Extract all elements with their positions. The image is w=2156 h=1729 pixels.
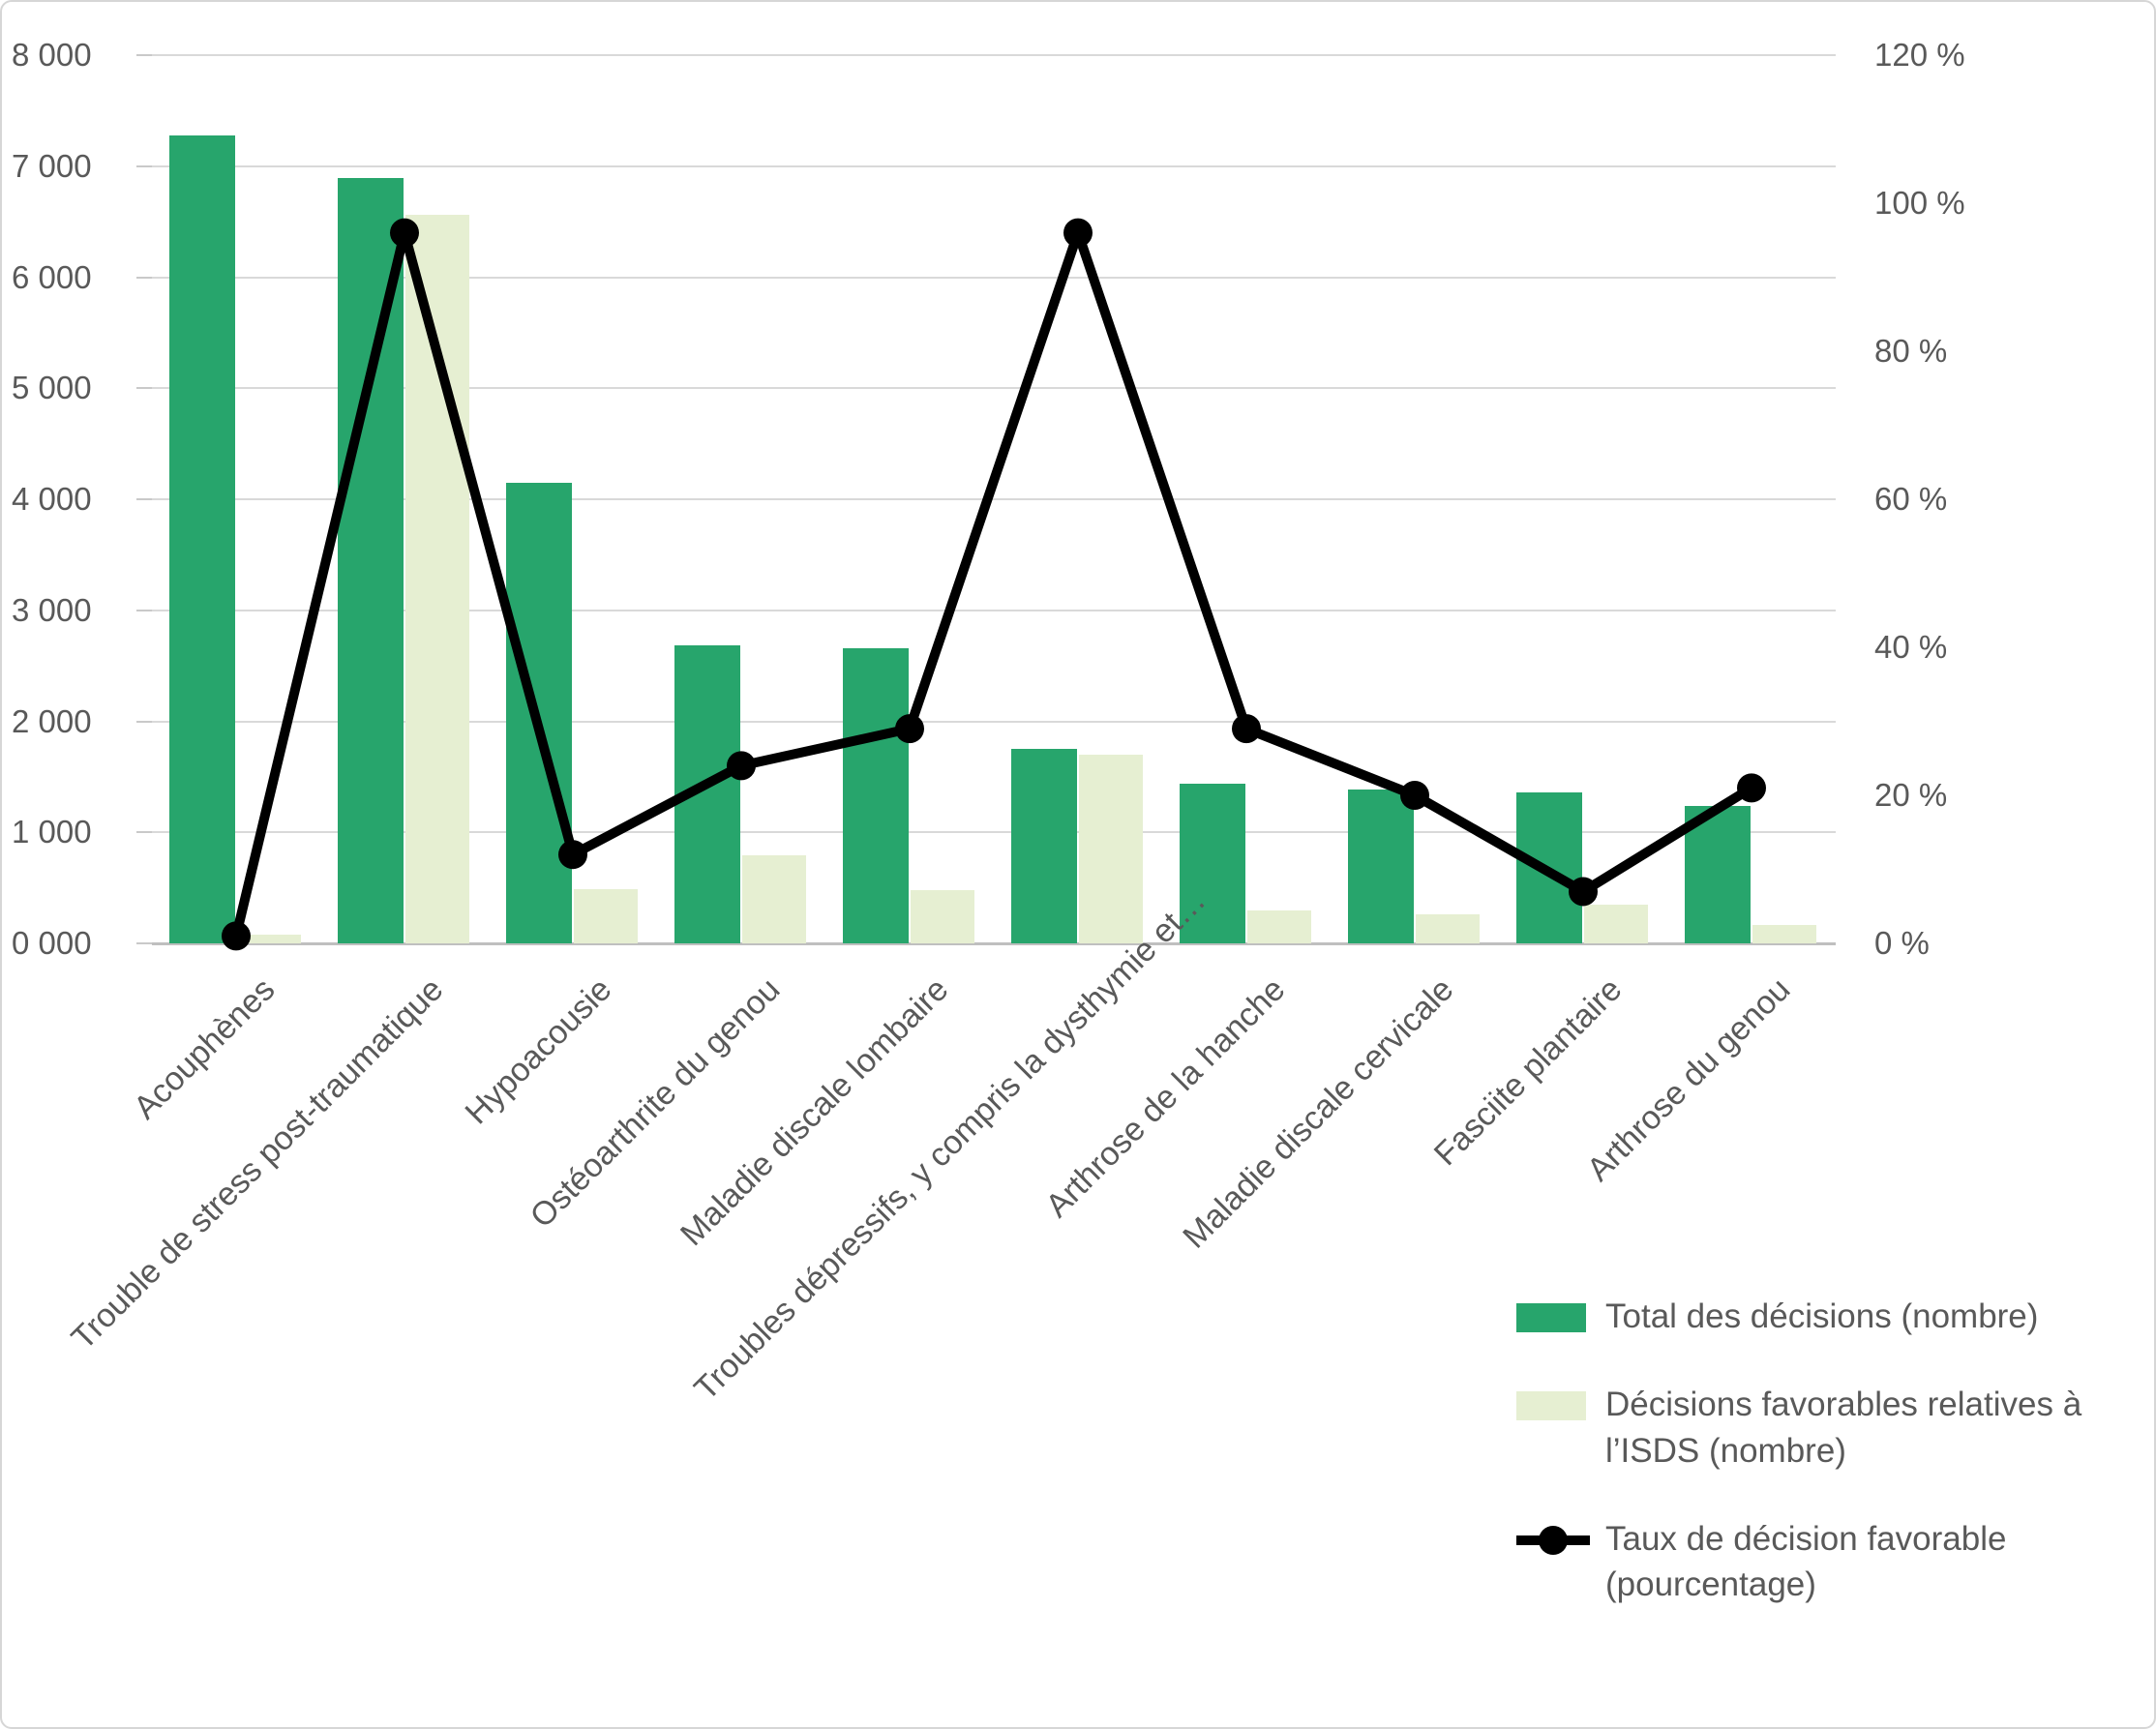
gridline bbox=[152, 720, 1836, 723]
right-axis-label: 100 % bbox=[1874, 185, 1965, 221]
gridline bbox=[152, 54, 1836, 56]
gridline bbox=[152, 164, 1836, 167]
left-axis-tick bbox=[136, 276, 152, 279]
x-axis-line bbox=[152, 942, 1836, 945]
rate-line-point-0 bbox=[222, 921, 251, 951]
left-axis-label: 3 000 bbox=[12, 591, 92, 628]
legend-label-rate: Taux de décision favorable (pourcentage) bbox=[1605, 1519, 2007, 1603]
left-axis-tick bbox=[136, 498, 152, 500]
rate-line-path bbox=[231, 227, 1756, 941]
gridline bbox=[152, 387, 1836, 390]
right-axis-label: 60 % bbox=[1874, 481, 1948, 517]
bar-total-6 bbox=[1180, 783, 1245, 943]
bar-total-0 bbox=[169, 134, 235, 943]
left-axis-label: 5 000 bbox=[12, 370, 92, 406]
left-axis-tick bbox=[136, 609, 152, 611]
rate-line-point-1 bbox=[390, 218, 419, 248]
gridline bbox=[152, 498, 1836, 500]
bar-total-4 bbox=[843, 647, 909, 943]
favorable-decisions-swatch bbox=[1516, 1391, 1586, 1421]
left-axis-label: 8 000 bbox=[12, 37, 92, 73]
left-axis-tick bbox=[136, 831, 152, 834]
plot-area bbox=[152, 54, 1836, 951]
gridline bbox=[152, 831, 1836, 834]
bar-favorable-6 bbox=[1247, 909, 1311, 943]
legend-label-favorable: Décisions favorables relatives à l’ISDS … bbox=[1605, 1386, 2082, 1470]
left-axis-tick bbox=[136, 720, 152, 723]
left-axis-label: 6 000 bbox=[12, 258, 92, 295]
right-axis-label: 80 % bbox=[1874, 333, 1948, 369]
left-axis-label: 4 000 bbox=[12, 481, 92, 517]
legend-entry-rate: Taux de décision favorable (pourcentage) bbox=[1516, 1516, 2136, 1608]
left-axis-tick bbox=[136, 942, 152, 944]
left-axis-label: 1 000 bbox=[12, 814, 92, 850]
gridline bbox=[152, 276, 1836, 279]
rate-line-series bbox=[222, 218, 1766, 951]
bar-total-1 bbox=[338, 178, 404, 943]
rate-line-point-9 bbox=[1737, 773, 1766, 803]
rate-line-point-5 bbox=[1063, 218, 1093, 248]
left-axis-tick bbox=[136, 387, 152, 390]
bar-total-5 bbox=[1011, 749, 1077, 943]
legend: Total des décisions (nombre) Décisions f… bbox=[1516, 1294, 2136, 1650]
rate-line-point-7 bbox=[1400, 781, 1429, 810]
right-axis-label: 120 % bbox=[1874, 37, 1965, 73]
total-decisions-swatch bbox=[1516, 1303, 1586, 1332]
left-axis-label: 0 000 bbox=[12, 925, 92, 961]
bar-favorable-8 bbox=[1584, 904, 1648, 943]
legend-entry-total: Total des décisions (nombre) bbox=[1516, 1294, 2136, 1339]
bar-favorable-9 bbox=[1752, 924, 1816, 943]
bar-favorable-7 bbox=[1416, 914, 1480, 943]
rate-line-point-2 bbox=[558, 840, 587, 870]
legend-label-total: Total des décisions (nombre) bbox=[1605, 1297, 2039, 1335]
bar-total-7 bbox=[1348, 789, 1414, 943]
bar-favorable-3 bbox=[742, 855, 806, 943]
rate-line-point-3 bbox=[727, 751, 756, 781]
gridline bbox=[152, 609, 1836, 611]
rate-line-point-6 bbox=[1232, 714, 1261, 744]
right-axis-label: 40 % bbox=[1874, 629, 1948, 665]
rate-line-point-4 bbox=[895, 714, 924, 744]
legend-entry-favorable: Décisions favorables relatives à l’ISDS … bbox=[1516, 1382, 2136, 1474]
right-axis-label: 0 % bbox=[1874, 925, 1930, 961]
rate-line-marker-icon bbox=[1516, 1525, 1590, 1555]
left-axis-tick bbox=[136, 164, 152, 167]
bar-favorable-5 bbox=[1079, 754, 1143, 943]
left-axis-tick bbox=[136, 54, 152, 56]
right-axis-label: 20 % bbox=[1874, 777, 1948, 813]
left-axis-label: 2 000 bbox=[12, 702, 92, 739]
rate-line-dot-icon bbox=[1539, 1525, 1568, 1555]
bar-favorable-0 bbox=[237, 934, 301, 943]
rate-line-point-8 bbox=[1569, 877, 1598, 907]
bar-total-9 bbox=[1685, 805, 1751, 943]
left-axis-label: 7 000 bbox=[12, 147, 92, 184]
bar-favorable-4 bbox=[911, 889, 974, 943]
bar-favorable-2 bbox=[574, 888, 638, 943]
